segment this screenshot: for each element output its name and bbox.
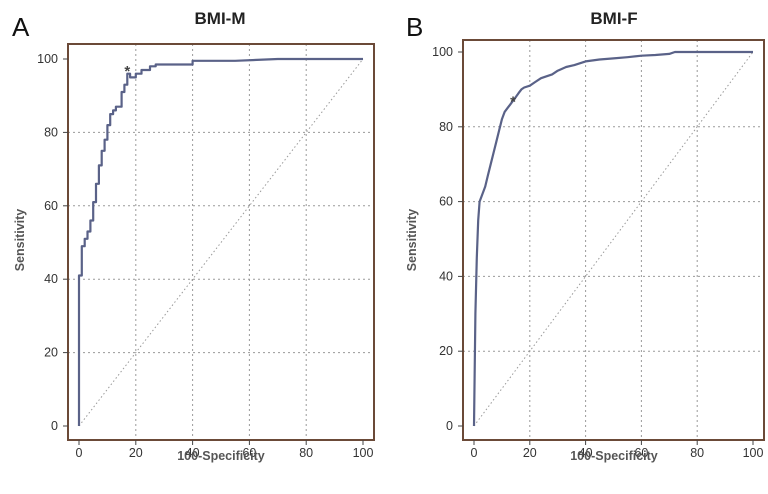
y-tick-label: 0 <box>446 419 453 433</box>
roc-curve-line <box>472 50 753 427</box>
plot-frame <box>462 39 765 441</box>
chart-title: BMI-F <box>590 9 637 28</box>
y-tick-label: 20 <box>439 344 453 358</box>
y-tick-label: 40 <box>44 272 58 286</box>
reference-diagonal-line <box>473 51 754 427</box>
x-tick-label: 0 <box>471 446 478 460</box>
y-tick-label: 40 <box>439 269 453 283</box>
cutoff-star-marker: * <box>510 94 516 111</box>
y-tick-label: 0 <box>51 419 58 433</box>
panel-letter: A <box>12 12 30 42</box>
x-tick-label: 80 <box>690 446 704 460</box>
panel-b: 0 20 40 60 80 100 0 20 40 60 80 100 * B BMI-F Sensit… <box>405 9 765 463</box>
x-tick-label: 40 <box>186 446 200 460</box>
x-tick-label: 80 <box>299 446 313 460</box>
plot-area: 0 20 40 60 80 100 0 20 40 60 80 100 * <box>37 43 375 460</box>
plot-frame <box>67 43 375 441</box>
cutoff-star-marker: * <box>124 63 130 80</box>
x-axis-label: 100-Specificity <box>570 449 658 463</box>
roc-curve-line <box>77 57 363 426</box>
panel-a: 0 20 40 60 80 100 0 20 40 60 80 100 * A BMI-M Sensit… <box>12 9 375 463</box>
y-tick-label: 20 <box>44 346 58 360</box>
x-tick-label: 40 <box>579 446 593 460</box>
x-tick-label: 60 <box>242 446 256 460</box>
y-axis-label: Sensitivity <box>405 209 419 272</box>
y-tick-label: 100 <box>432 45 453 59</box>
x-tick-label: 60 <box>634 446 648 460</box>
y-axis-label: Sensitivity <box>13 209 27 272</box>
x-tick-label: 20 <box>129 446 143 460</box>
x-tick-label: 100 <box>353 446 374 460</box>
y-tick-label: 80 <box>44 125 58 139</box>
y-tick-label: 80 <box>439 120 453 134</box>
reference-diagonal-line <box>78 58 364 427</box>
x-tick-label: 20 <box>523 446 537 460</box>
chart-title: BMI-M <box>195 9 246 28</box>
x-tick-label: 0 <box>76 446 83 460</box>
x-tick-label: 100 <box>743 446 764 460</box>
x-axis-label: 100-Specificity <box>177 449 265 463</box>
y-tick-label: 60 <box>44 199 58 213</box>
plot-area: 0 20 40 60 80 100 0 20 40 60 80 100 * <box>432 39 765 460</box>
y-tick-label: 100 <box>37 52 58 66</box>
y-tick-label: 60 <box>439 195 453 209</box>
panel-letter: B <box>406 12 423 42</box>
